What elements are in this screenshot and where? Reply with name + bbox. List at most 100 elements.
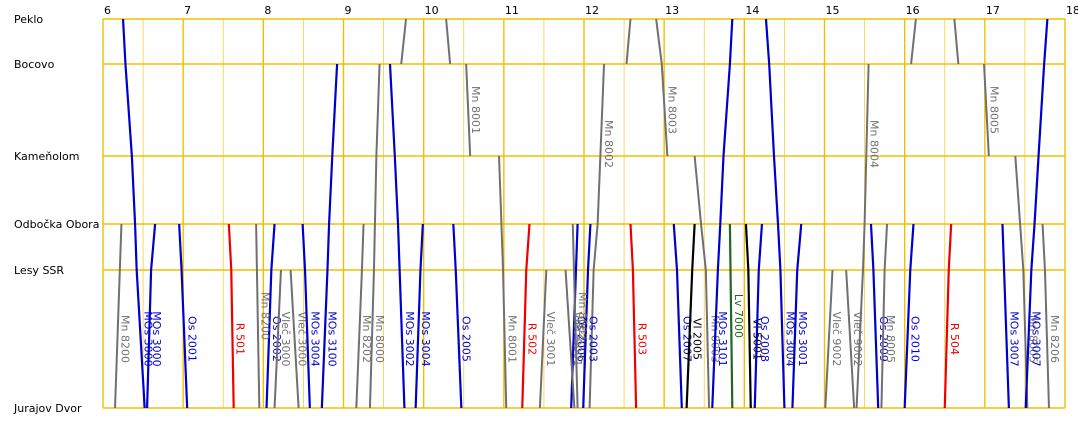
- train-path: [693, 155, 711, 409]
- train-label: Os 2001: [185, 316, 198, 362]
- train-path: [227, 223, 235, 409]
- train-path: [753, 223, 764, 409]
- hour-label: 13: [665, 4, 679, 17]
- train-label: MOs 3000: [150, 311, 163, 366]
- train-label: Mn 8200: [118, 315, 131, 363]
- train-label: R 503: [636, 323, 649, 355]
- station-label: Jurajov Dvor: [13, 402, 82, 415]
- train-label: Os 2008: [758, 316, 771, 362]
- train-label: Mn 8003: [666, 86, 679, 134]
- train-path: [629, 223, 638, 409]
- train-label: Mn 8200: [259, 292, 272, 340]
- train-path: [465, 63, 472, 157]
- train-path: [255, 223, 261, 409]
- train-label: Mn 8002: [576, 292, 589, 340]
- train-path: [570, 223, 579, 409]
- train-path: [791, 223, 803, 409]
- train-path: [498, 155, 508, 409]
- train-path: [625, 18, 632, 65]
- train-path: [903, 223, 915, 409]
- train-label: MOs 3002: [403, 311, 416, 366]
- train-label: Mn 8001: [469, 86, 482, 134]
- train-label: R 501: [233, 323, 246, 355]
- train-label: Lv 7000: [732, 294, 745, 338]
- hour-labels: 6 7 8 9 10 11 12 13 14 15 16 17 18: [104, 4, 1078, 17]
- train-label: Mn 8005: [987, 86, 1000, 134]
- train-label: Vleč 9001: [571, 312, 584, 367]
- train-path: [869, 223, 880, 409]
- train-label: Vleč 9002: [851, 312, 864, 367]
- train-label: Mn 8001: [506, 315, 519, 363]
- train-label: Mn 8202: [360, 315, 373, 363]
- train-label: Mn 8004: [868, 120, 881, 168]
- station-label: Lesy SSR: [14, 264, 64, 277]
- train-label: MOs 3001: [796, 311, 809, 366]
- train-path: [824, 269, 834, 409]
- train-label: Mn 8206: [1048, 315, 1061, 363]
- train-path: [289, 269, 300, 409]
- train-path: [711, 18, 734, 409]
- train-label: Mn 8005: [884, 315, 897, 363]
- train-path: [1001, 223, 1010, 409]
- train-path: [121, 18, 146, 409]
- train-label: Os 2002: [270, 316, 283, 362]
- station-label: Kameňolom: [14, 150, 79, 163]
- train-path: [564, 269, 576, 409]
- train-path: [910, 18, 917, 65]
- train-path: [355, 223, 365, 409]
- train-path: [685, 223, 696, 409]
- train-path: [764, 18, 786, 409]
- train-label: MOs 3004: [783, 311, 796, 366]
- train-path: [953, 18, 960, 65]
- train-path: [855, 63, 870, 409]
- train-path: [265, 223, 276, 409]
- train-path: [178, 223, 189, 409]
- train-label: R 504: [948, 323, 961, 355]
- train-label: MOs 3004: [419, 311, 432, 366]
- train-label: MOs 3007: [1030, 311, 1043, 366]
- train-path: [943, 223, 953, 409]
- train-label: MOs 3101: [716, 311, 729, 366]
- station-label: Odbočka Obora: [14, 218, 99, 231]
- train-path: [452, 223, 463, 409]
- station-label: Bocovo: [14, 58, 55, 71]
- train-path: [744, 223, 752, 409]
- hour-label: 12: [585, 4, 599, 17]
- hour-label: 17: [986, 4, 1000, 17]
- station-labels: Peklo Bocovo Kameňolom Odbočka Obora Lesy SS…: [13, 13, 99, 415]
- train-label: Vl 2005: [690, 318, 703, 360]
- train-label: Vleč 3000: [279, 312, 292, 367]
- train-label: MOs 3100: [326, 311, 339, 366]
- hour-label: 9: [345, 4, 352, 17]
- hour-label: 7: [184, 4, 191, 17]
- train-path: [538, 269, 548, 409]
- train-path: [145, 223, 157, 409]
- train-label: MOs 3004: [308, 311, 321, 366]
- train-path: [571, 223, 579, 409]
- hour-label: 16: [906, 4, 920, 17]
- train-path: [845, 269, 856, 409]
- train-label: Os 2005: [460, 316, 473, 362]
- train-label: Vleč 3000: [296, 312, 309, 367]
- train-path: [655, 18, 669, 157]
- hour-label: 14: [745, 4, 759, 17]
- train-path: [388, 63, 406, 409]
- train-path: [728, 223, 734, 409]
- train-path: [880, 223, 889, 409]
- train-path: [582, 223, 592, 409]
- train-label: Mn 8002: [602, 120, 615, 168]
- hour-label: 11: [505, 4, 519, 17]
- train-path: [1041, 223, 1050, 409]
- train-path: [588, 63, 606, 409]
- station-label: Peklo: [14, 13, 43, 26]
- train-path: [672, 223, 683, 409]
- train-label: R 502: [525, 323, 538, 355]
- hour-label: 10: [425, 4, 439, 17]
- train-label: MOs 3007: [1007, 311, 1020, 366]
- train-label: Vleč 3001: [544, 312, 557, 367]
- train-path: [1014, 155, 1029, 409]
- train-path: [983, 63, 990, 157]
- train-path: [368, 63, 381, 409]
- hour-label: 6: [104, 4, 111, 17]
